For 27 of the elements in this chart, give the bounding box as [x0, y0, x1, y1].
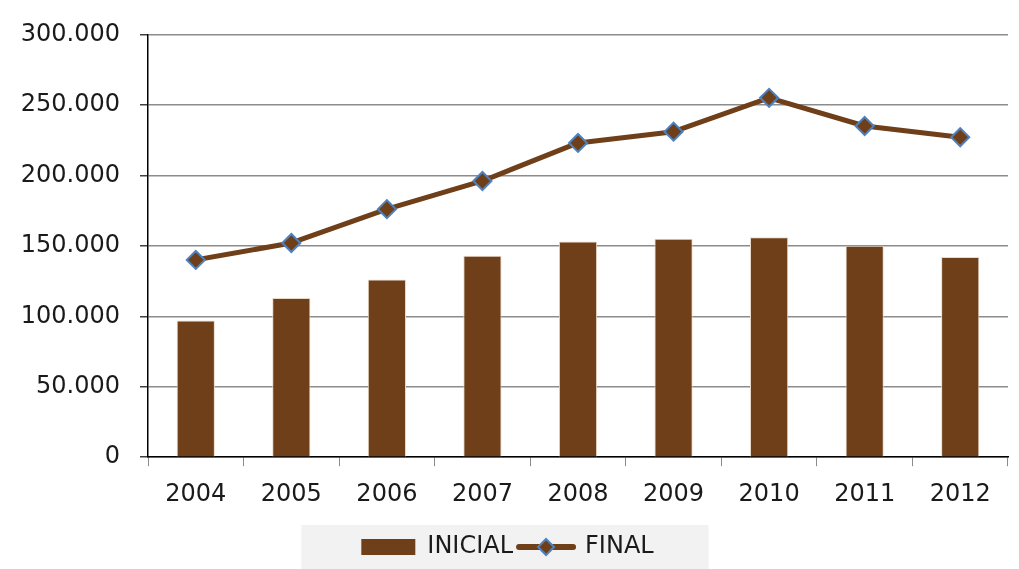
- point: [568, 132, 588, 153]
- point: [185, 249, 206, 270]
- point: [854, 116, 875, 137]
- y-tick-label: 200.000: [20, 159, 120, 188]
- point: [663, 121, 684, 142]
- x-tick-label: 2008: [547, 478, 609, 507]
- y-tick-label: 300.000: [20, 18, 120, 47]
- y-tick-label: 100.000: [20, 300, 120, 329]
- y-tick-label: 250.000: [20, 89, 120, 118]
- point: [376, 199, 397, 220]
- legend-label: INICIAL: [427, 531, 514, 560]
- y-tick-label: 0: [104, 441, 120, 470]
- x-tick-label: 2011: [834, 478, 896, 507]
- x-tick-label: 2012: [929, 478, 991, 507]
- x-tick-label: 2006: [356, 478, 418, 507]
- x-tick-label: 2009: [643, 478, 705, 507]
- point: [950, 127, 971, 148]
- point: [759, 87, 780, 108]
- x-tick-label: 2005: [260, 478, 322, 507]
- point: [281, 232, 302, 253]
- x-tick-label: 2004: [165, 478, 227, 507]
- legend-label: FINAL: [585, 531, 655, 560]
- y-tick-label: 150.000: [20, 230, 120, 259]
- y-tick-label: 50.000: [36, 370, 120, 399]
- x-tick-label: 2010: [738, 478, 800, 507]
- point: [472, 170, 493, 191]
- x-tick-label: 2007: [451, 478, 513, 507]
